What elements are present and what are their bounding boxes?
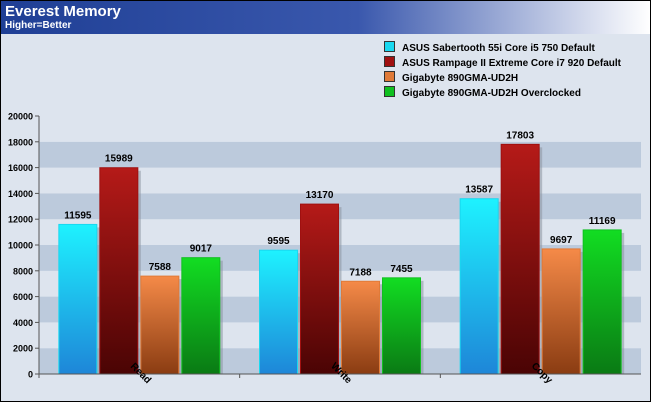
legend-swatch — [384, 41, 395, 52]
y-tick-label: 18000 — [8, 137, 33, 147]
data-label: 15989 — [105, 154, 133, 165]
data-label: 11169 — [589, 216, 616, 227]
y-tick-label: 2000 — [13, 344, 33, 354]
data-label: 13587 — [465, 185, 493, 196]
data-label: 7588 — [149, 262, 172, 273]
bar — [582, 229, 622, 375]
bars-group — [58, 143, 625, 375]
axes-group: 0 2000 4000 6000 8000 10000 12000 14000 16000 180… — [8, 112, 641, 386]
legend-item: ASUS Sabertooth 55i Core i5 750 Default — [384, 41, 621, 56]
y-tick-label: 8000 — [13, 266, 33, 276]
data-label: 13170 — [306, 190, 334, 201]
data-label: 9595 — [267, 236, 290, 247]
legend-item: ASUS Rampage II Extreme Core i7 920 Defa… — [384, 56, 621, 71]
chart-title: Everest Memory — [5, 3, 121, 20]
legend-item: Gigabyte 890GMA-UD2H Overclocked — [384, 86, 621, 101]
legend-label: Gigabyte 890GMA-UD2H — [402, 73, 519, 84]
bar — [459, 198, 499, 375]
bar — [341, 280, 380, 375]
data-label: 7455 — [390, 264, 413, 275]
data-label: 9017 — [190, 244, 213, 255]
legend-item: Gigabyte 890GMA-UD2H — [384, 71, 621, 86]
y-tick-label: 10000 — [8, 241, 33, 251]
bar — [99, 167, 139, 375]
grid-band — [39, 116, 641, 142]
bar — [58, 223, 98, 375]
legend-swatch — [384, 86, 395, 97]
y-tick-label: 6000 — [13, 292, 33, 302]
y-tick-label: 12000 — [8, 215, 33, 225]
data-label: 9697 — [550, 235, 573, 246]
bar — [259, 249, 298, 375]
y-tick-label: 14000 — [8, 189, 33, 199]
chart-header: Everest Memory Higher=Better — [1, 1, 650, 34]
y-tick-label: 16000 — [8, 163, 33, 173]
y-tick-label: 20000 — [8, 112, 33, 122]
data-label: 11595 — [64, 210, 92, 221]
bar — [181, 257, 221, 375]
legend-label: ASUS Rampage II Extreme Core i7 920 Defa… — [402, 58, 621, 69]
y-tick-label: 4000 — [13, 318, 33, 328]
legend-label: ASUS Sabertooth 55i Core i5 750 Default — [402, 43, 595, 54]
legend-swatch — [384, 71, 395, 82]
legend-swatch — [384, 56, 395, 67]
legend-label: Gigabyte 890GMA-UD2H Overclocked — [402, 88, 581, 99]
bar — [140, 275, 180, 375]
chart-subtitle: Higher=Better — [5, 20, 72, 31]
bar — [300, 203, 339, 375]
legend: ASUS Sabertooth 55i Core i5 750 Default A… — [384, 41, 621, 101]
bar — [541, 248, 581, 375]
data-labels-group: 11595 15989 7588 9017 9595 13170 7188 7455 13587… — [64, 130, 616, 278]
bar — [500, 143, 540, 375]
data-label: 17803 — [506, 130, 534, 141]
data-label: 7188 — [349, 267, 372, 278]
y-tick-label: 0 — [28, 370, 33, 380]
bar — [382, 277, 421, 375]
